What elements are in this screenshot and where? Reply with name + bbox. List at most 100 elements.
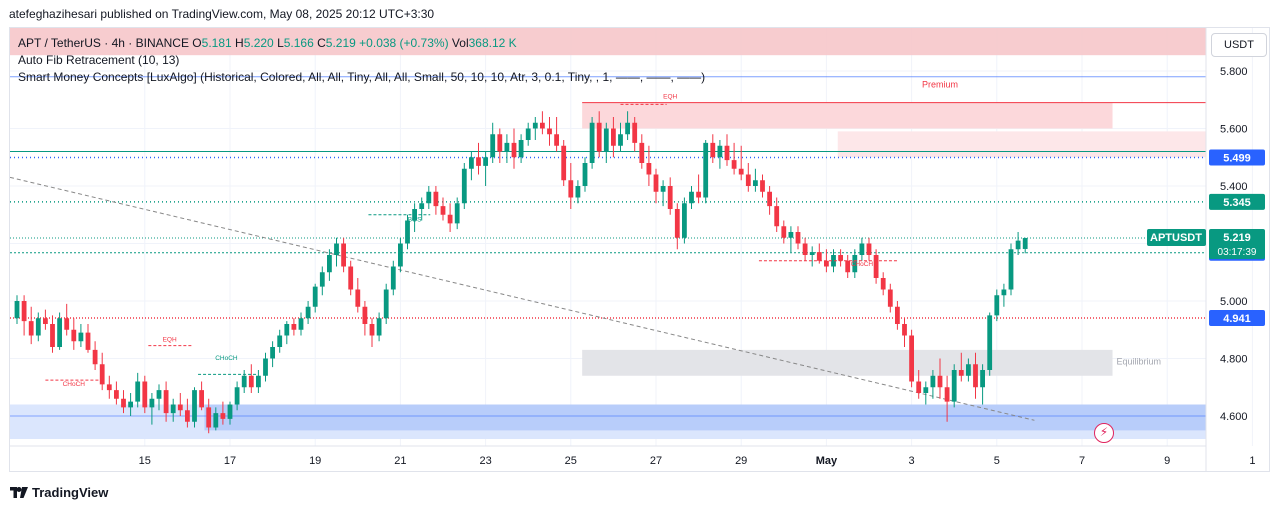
candle [795, 232, 801, 244]
candle [824, 260, 829, 267]
candle [816, 252, 822, 261]
candle [298, 318, 304, 330]
x-tick-label: May [816, 455, 838, 467]
candle [923, 387, 929, 393]
candle [185, 410, 190, 422]
candle [980, 370, 985, 388]
candle [639, 142, 645, 163]
x-tick-label: 9 [1164, 455, 1170, 467]
candle [433, 191, 439, 207]
candle [64, 318, 70, 330]
premium-top-band [10, 28, 1206, 56]
annotation-label: CHoCH [215, 355, 238, 362]
x-tick-label: 25 [565, 455, 577, 467]
candle [646, 163, 652, 175]
candle [880, 278, 886, 290]
x-tick-label: 21 [394, 455, 406, 467]
candle [156, 390, 162, 399]
candle [270, 347, 275, 359]
candle [135, 381, 141, 402]
candle [206, 407, 212, 428]
legend-volume-label: Vol [451, 36, 469, 50]
candle [902, 324, 907, 336]
candle [724, 145, 730, 161]
legend-volume: 368.12 K [468, 36, 517, 50]
tradingview-logo-text: TradingView [32, 485, 109, 501]
candle [390, 266, 396, 290]
alert-bolt-icon[interactable]: ⚡ [1094, 423, 1114, 443]
candles [14, 111, 1028, 434]
candle [312, 286, 318, 307]
indicator-smc[interactable]: Smart Money Concepts [LuxAlgo] (Historic… [18, 70, 706, 84]
candle [511, 142, 517, 158]
price-label-box [1209, 149, 1265, 166]
y-tick-label: 4.600 [1220, 411, 1248, 423]
candle [376, 318, 382, 336]
fib-trendline [10, 176, 1035, 421]
y-tick-label: 4.800 [1220, 354, 1248, 366]
candle [852, 255, 858, 273]
price-chart[interactable]: Premium Equilibrium EQH CHoCH CHoCH BOS EQH CHo… [10, 28, 1269, 471]
chart-frame[interactable]: Premium Equilibrium EQH CHoCH CHoCH BOS EQH CHo… [9, 27, 1270, 472]
candle [781, 226, 787, 238]
candle [248, 375, 254, 388]
symbol-tag-box [1147, 229, 1206, 247]
candle [831, 255, 836, 267]
candle [838, 255, 843, 261]
bar-countdown: 03:17:39 [1218, 247, 1257, 258]
candle [163, 390, 169, 414]
candle [305, 306, 311, 319]
legend-high: 5.220 [243, 36, 274, 50]
indicator-fib[interactable]: Auto Fib Retracement (10, 13) [18, 53, 180, 67]
x-tick-label: 17 [224, 455, 236, 467]
x-tick-label: 15 [139, 455, 151, 467]
tradingview-logo[interactable]: TradingView [10, 484, 108, 500]
candle [802, 243, 808, 255]
y-tick-label: 5.600 [1220, 124, 1248, 136]
candle [199, 390, 204, 408]
y-tick-label: 5.000 [1220, 296, 1248, 308]
candle [589, 122, 595, 163]
candle [142, 381, 148, 408]
candle [753, 180, 758, 186]
candle [121, 398, 126, 408]
candle [809, 252, 815, 255]
candle [469, 157, 474, 169]
candle [177, 404, 183, 411]
y-tick-label: 5.800 [1220, 66, 1248, 78]
candle [114, 390, 119, 399]
candle [234, 387, 240, 405]
candle [327, 255, 332, 273]
x-tick-label: 27 [650, 455, 662, 467]
x-tick-label: 5 [994, 455, 1000, 467]
legend-symbol: APT / TetherUS · 4h · BINANCE [18, 36, 189, 50]
candle [447, 214, 453, 224]
candle [78, 332, 84, 342]
candle [554, 134, 559, 146]
equilibrium-zone [582, 349, 1113, 376]
grid [10, 28, 1253, 446]
currency-button[interactable]: USDT [1211, 33, 1267, 57]
candle [767, 191, 772, 207]
y-tick-label: 5.400 [1220, 181, 1248, 193]
annotation-label: CHoCH [851, 261, 874, 268]
candle [937, 375, 943, 388]
annotation-label: CHoCH [63, 381, 86, 388]
candle [540, 122, 545, 129]
tradingview-logo-icon [10, 487, 28, 499]
smc-zones [10, 28, 1206, 439]
candle [1022, 238, 1028, 249]
x-tick-label: 1 [1249, 455, 1255, 467]
candle [355, 289, 361, 307]
annotation-label: Equilibrium [1117, 356, 1162, 366]
candle [568, 180, 574, 198]
price-label: 5.345 [1223, 197, 1251, 209]
price-label-box [1209, 309, 1265, 326]
candle [682, 203, 687, 238]
time-axis: 15 17 19 21 23 25 27 29 May 3 5 7 9 1 [139, 455, 1256, 467]
candle [334, 243, 339, 255]
candle [1008, 249, 1014, 290]
symbol-tag: APTUSDT [1150, 232, 1202, 244]
candle [845, 260, 851, 273]
